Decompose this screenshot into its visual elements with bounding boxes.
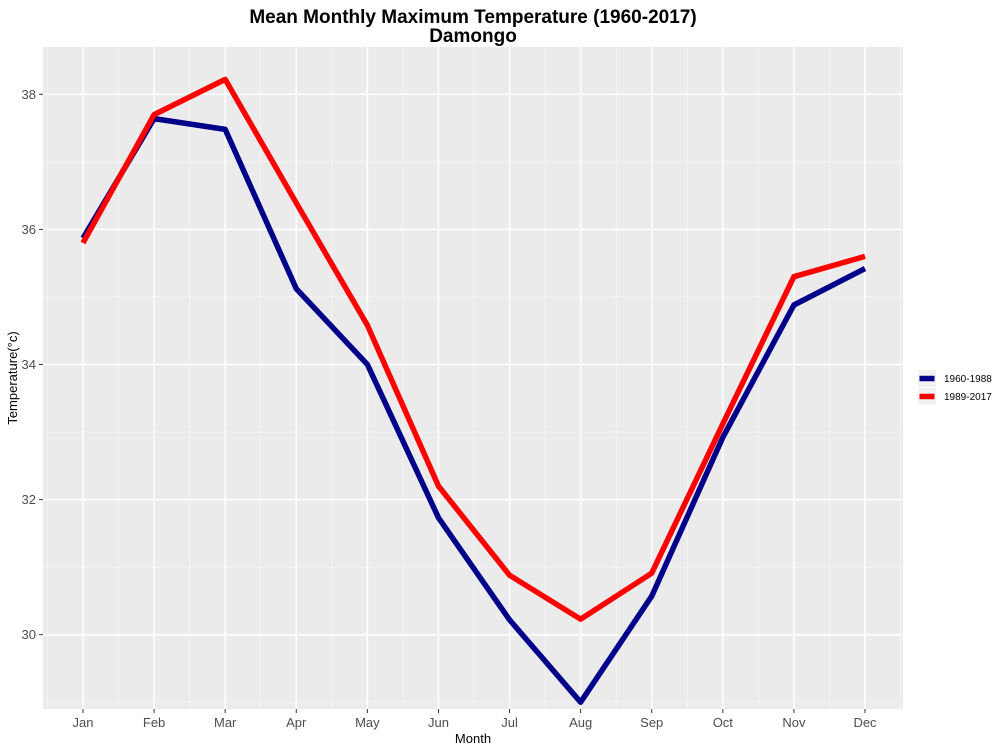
y-tick-label: 38 [22, 87, 36, 102]
x-tick-label: Feb [143, 715, 165, 730]
series-lines [80, 76, 867, 705]
x-tick-label: Apr [286, 715, 307, 730]
y-tick-label: 32 [22, 492, 36, 507]
legend-label-1: 1960-1988 [944, 374, 992, 385]
legend-label-2: 1989-2017 [944, 392, 992, 403]
chart-subtitle: Damongo [429, 26, 517, 47]
series-line-2 [80, 76, 866, 622]
chart-title: Mean Monthly Maximum Temperature (1960-2… [249, 7, 696, 28]
x-tick-label: May [355, 715, 380, 730]
x-tick-label: Jul [501, 715, 518, 730]
plot-panel [43, 47, 903, 709]
x-tick-label: Jan [73, 715, 94, 730]
x-tick-label: Oct [713, 715, 734, 730]
x-axis: Jan Feb Mar Apr May Jun Jul Aug Sep Oct Nov Dec [73, 709, 877, 730]
y-tick-label: 30 [22, 627, 36, 642]
x-axis-title: Month [455, 731, 491, 746]
legend: 1960-1988 1989-2017 [918, 370, 992, 405]
y-tick-label: 34 [22, 357, 36, 372]
y-axis: 30 32 34 36 38 [22, 87, 43, 642]
series-line-1 [80, 115, 867, 705]
x-tick-label: Mar [214, 715, 237, 730]
x-tick-label: Dec [853, 715, 877, 730]
x-tick-label: Nov [782, 715, 806, 730]
x-tick-label: Sep [640, 715, 663, 730]
x-tick-label: Jun [428, 715, 449, 730]
grid-major [43, 47, 903, 709]
y-axis-title: Temperature(°c) [5, 331, 20, 424]
y-tick-label: 36 [22, 222, 36, 237]
x-tick-label: Aug [569, 715, 592, 730]
